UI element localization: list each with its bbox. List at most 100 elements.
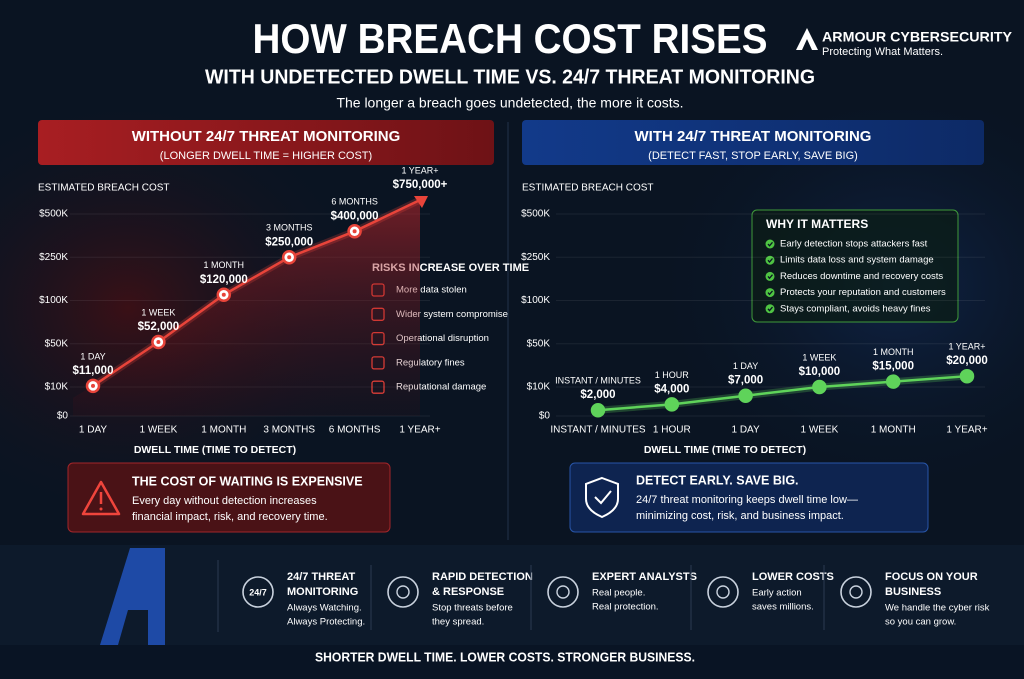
callout-box — [569, 462, 929, 533]
x-tick-label: 1 DAY — [732, 425, 760, 436]
y-axis-label: ESTIMATED BREACH COST — [522, 183, 654, 194]
line — [92, 198, 421, 387]
y-axis-label: ESTIMATED BREACH COST — [38, 183, 170, 194]
callout-title: DETECT EARLY. SAVE BIG. — [636, 473, 799, 487]
feature-text: so you can grow. — [885, 617, 956, 628]
value-label: $7,000 — [728, 375, 763, 387]
y-tick-label: $0 — [539, 411, 551, 422]
point-category: INSTANT / MINUTES — [555, 376, 641, 386]
panel-header — [522, 120, 984, 165]
feature-title: EXPERT ANALYSTS — [592, 571, 697, 583]
why-title: WHY IT MATTERS — [766, 217, 868, 231]
point — [738, 388, 753, 403]
title: HOW BREACH COST RISES — [253, 15, 768, 62]
check-icon — [767, 258, 773, 264]
point-category: 1 YEAR+ — [948, 342, 985, 352]
x-tick-label: 3 MONTHS — [263, 425, 315, 436]
callout-text: minimizing cost, risk, and business impa… — [636, 510, 844, 522]
why-item: Limits data loss and system damage — [780, 255, 934, 266]
point-category: 1 DAY — [80, 351, 105, 361]
y-tick-label: $50K — [527, 338, 551, 349]
value-label: $250,000 — [265, 236, 313, 248]
check-icon — [767, 306, 773, 312]
x-axis-label: DWELL TIME (TIME TO DETECT) — [644, 444, 806, 456]
callout-text: Every day without detection increases — [132, 495, 317, 507]
value-label: $4,000 — [654, 383, 689, 395]
why-item: Stays compliant, avoids heavy fines — [780, 303, 931, 314]
point — [959, 368, 975, 384]
y-tick-label: $500K — [39, 209, 68, 220]
x-tick-label: 1 MONTH — [871, 425, 916, 436]
check-icon — [765, 239, 775, 249]
feature-icon — [242, 576, 274, 608]
value-label: $120,000 — [200, 274, 248, 286]
point-category: 1 MONTH — [204, 260, 245, 270]
warning-icon — [99, 507, 103, 511]
value-label: $15,000 — [872, 361, 914, 373]
feature-icon — [556, 585, 570, 599]
panel-title: WITHOUT 24/7 THREAT MONITORING — [132, 128, 401, 145]
feature-text: saves millions. — [752, 602, 814, 613]
value-label: $52,000 — [138, 321, 180, 333]
footer-bar — [0, 645, 1024, 679]
point-category: 1 MONTH — [873, 347, 914, 357]
feature-title: 24/7 THREAT — [287, 571, 356, 583]
point — [664, 397, 680, 412]
callout-box — [67, 462, 391, 533]
feature-title: RAPID DETECTION — [432, 571, 533, 583]
subtitle: WITH UNDETECTED DWELL TIME VS. 24/7 THRE… — [205, 66, 815, 88]
arrow-head — [414, 196, 428, 208]
risk-item: More data stolen — [396, 285, 467, 296]
point-category: 1 YEAR+ — [401, 165, 438, 175]
feature-icon — [716, 585, 730, 599]
brand-name: ARMOUR CYBERSECURITY — [822, 29, 1013, 45]
panel-subtitle: (LONGER DWELL TIME = HIGHER COST) — [160, 150, 372, 162]
point-category: 6 MONTHS — [331, 197, 378, 207]
check-icon — [765, 255, 775, 265]
feature-text: Early action — [752, 588, 802, 599]
point — [812, 379, 827, 395]
feature-title: BUSINESS — [885, 586, 941, 598]
line — [597, 374, 968, 412]
y-tick-label: $50K — [45, 338, 69, 349]
why-item: Early detection stops attackers fast — [780, 239, 928, 250]
value-label: $11,000 — [73, 365, 114, 377]
point-center — [156, 340, 161, 345]
x-tick-label: 6 MONTHS — [329, 425, 381, 436]
brand-tagline: Protecting What Matters. — [822, 46, 943, 58]
check-icon — [767, 274, 773, 280]
feature-title: LOWER COSTS — [752, 571, 834, 583]
y-tick-label: $100K — [521, 295, 550, 306]
risk-item: Operational disruption — [396, 333, 489, 344]
point-center — [352, 229, 357, 234]
y-tick-label: $100K — [39, 295, 68, 306]
x-tick-label: 1 MONTH — [201, 425, 246, 436]
footer: SHORTER DWELL TIME. LOWER COSTS. STRONGE… — [315, 649, 695, 664]
point-category: 1 DAY — [733, 361, 758, 371]
point-category: 3 MONTHS — [266, 223, 313, 233]
feature-title: & RESPONSE — [432, 586, 504, 598]
x-tick-label: 1 WEEK — [801, 425, 839, 436]
charts: ESTIMATED BREACH COST $0 $10K $50K $100K $250… — [38, 165, 988, 455]
y-tick-label: $250K — [39, 252, 68, 263]
check-icon — [765, 304, 775, 314]
why-item: Protects your reputation and customers — [780, 287, 946, 298]
callout-title: THE COST OF WAITING IS EXPENSIVE — [132, 474, 363, 488]
feature-icon — [707, 576, 739, 608]
features: 24/7 24/7 THREAT MONITORING Always Watching… — [242, 565, 990, 630]
check-icon — [767, 241, 773, 247]
area — [73, 200, 420, 416]
risk-item: Regulatory fines — [396, 357, 465, 368]
why-item: Reduces downtime and recovery costs — [780, 271, 943, 282]
panel-header — [38, 120, 494, 165]
y-tick-label: $10K — [45, 382, 69, 393]
x-tick-label: 1 YEAR+ — [399, 425, 440, 436]
check-icon — [765, 288, 775, 298]
tagline: The longer a breach goes undetected, the… — [336, 95, 683, 111]
feature-text: We handle the cyber risk — [885, 603, 990, 614]
feature-text: Real protection. — [592, 602, 659, 613]
value-label: $10,000 — [799, 366, 841, 378]
feature-icon — [840, 576, 872, 608]
feature-text: Real people. — [592, 588, 645, 599]
